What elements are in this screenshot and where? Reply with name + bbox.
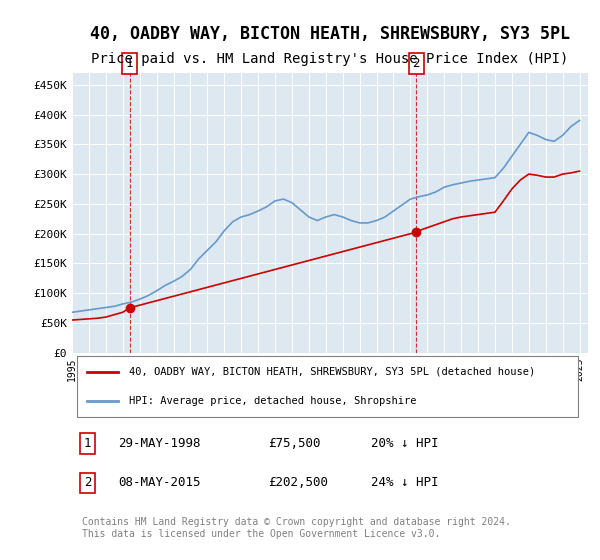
- Text: Price paid vs. HM Land Registry's House Price Index (HPI): Price paid vs. HM Land Registry's House …: [91, 52, 569, 66]
- Text: 40, OADBY WAY, BICTON HEATH, SHREWSBURY, SY3 5PL: 40, OADBY WAY, BICTON HEATH, SHREWSBURY,…: [90, 25, 570, 43]
- Text: 2: 2: [413, 57, 420, 70]
- FancyBboxPatch shape: [77, 356, 578, 417]
- Text: 24% ↓ HPI: 24% ↓ HPI: [371, 477, 439, 489]
- Text: 29-MAY-1998: 29-MAY-1998: [118, 437, 201, 450]
- Text: 20% ↓ HPI: 20% ↓ HPI: [371, 437, 439, 450]
- Text: HPI: Average price, detached house, Shropshire: HPI: Average price, detached house, Shro…: [129, 396, 416, 406]
- Text: Contains HM Land Registry data © Crown copyright and database right 2024.
This d: Contains HM Land Registry data © Crown c…: [82, 517, 511, 539]
- Text: 08-MAY-2015: 08-MAY-2015: [118, 477, 201, 489]
- Text: 2: 2: [84, 477, 91, 489]
- Text: 1: 1: [126, 57, 133, 70]
- Text: £202,500: £202,500: [268, 477, 328, 489]
- Text: 1: 1: [84, 437, 91, 450]
- Text: 40, OADBY WAY, BICTON HEATH, SHREWSBURY, SY3 5PL (detached house): 40, OADBY WAY, BICTON HEATH, SHREWSBURY,…: [129, 367, 535, 377]
- Text: £75,500: £75,500: [268, 437, 320, 450]
